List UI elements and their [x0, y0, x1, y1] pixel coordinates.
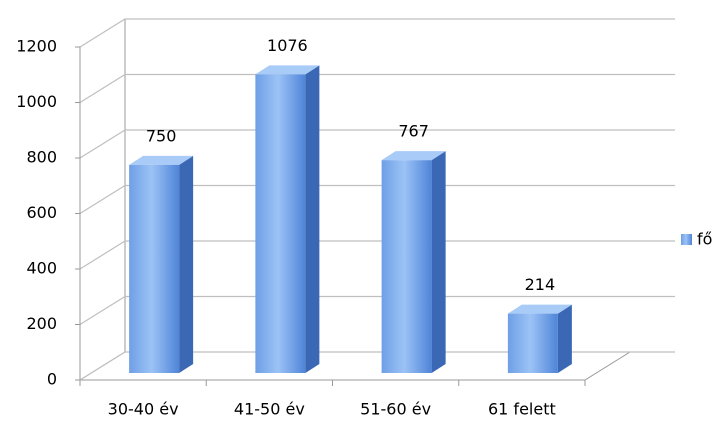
x-tick-label: 41-50 év — [234, 400, 305, 419]
bar-top — [255, 65, 320, 75]
grid-line — [79, 129, 675, 159]
grid-line — [79, 184, 675, 215]
bar — [507, 313, 558, 373]
y-tick-label: 600 — [26, 203, 57, 222]
x-tick-label: 61 felett — [488, 400, 556, 419]
y-tick-label: 800 — [26, 148, 57, 167]
value-label: 214 — [525, 275, 556, 294]
value-label: 767 — [398, 122, 429, 141]
bar-top — [507, 304, 572, 314]
legend-swatch — [681, 234, 692, 245]
y-tick-label: 400 — [26, 259, 57, 278]
bar-top — [381, 151, 446, 161]
y-tick-label: 200 — [26, 314, 57, 333]
x-tick-label: 30-40 év — [108, 400, 179, 419]
bar-side — [557, 304, 572, 373]
value-label: 1076 — [267, 36, 308, 55]
bar — [255, 74, 306, 373]
value-label: 750 — [146, 126, 177, 145]
x-tick-label: 51-60 év — [360, 400, 431, 419]
grid-line — [79, 240, 675, 270]
grid-line — [79, 73, 675, 104]
y-tick-label: 1200 — [16, 37, 57, 56]
grid-line — [79, 351, 675, 381]
legend-label: fő — [697, 230, 712, 249]
bar-top — [129, 155, 194, 165]
bar-side — [179, 155, 194, 373]
bar — [129, 164, 180, 373]
bar — [381, 160, 432, 373]
y-tick-label: 1000 — [16, 92, 57, 111]
bar-side — [431, 151, 446, 373]
bar-side — [305, 65, 320, 373]
y-tick-label: 0 — [47, 370, 57, 389]
grid-line — [79, 18, 675, 48]
grid-line — [79, 295, 675, 326]
